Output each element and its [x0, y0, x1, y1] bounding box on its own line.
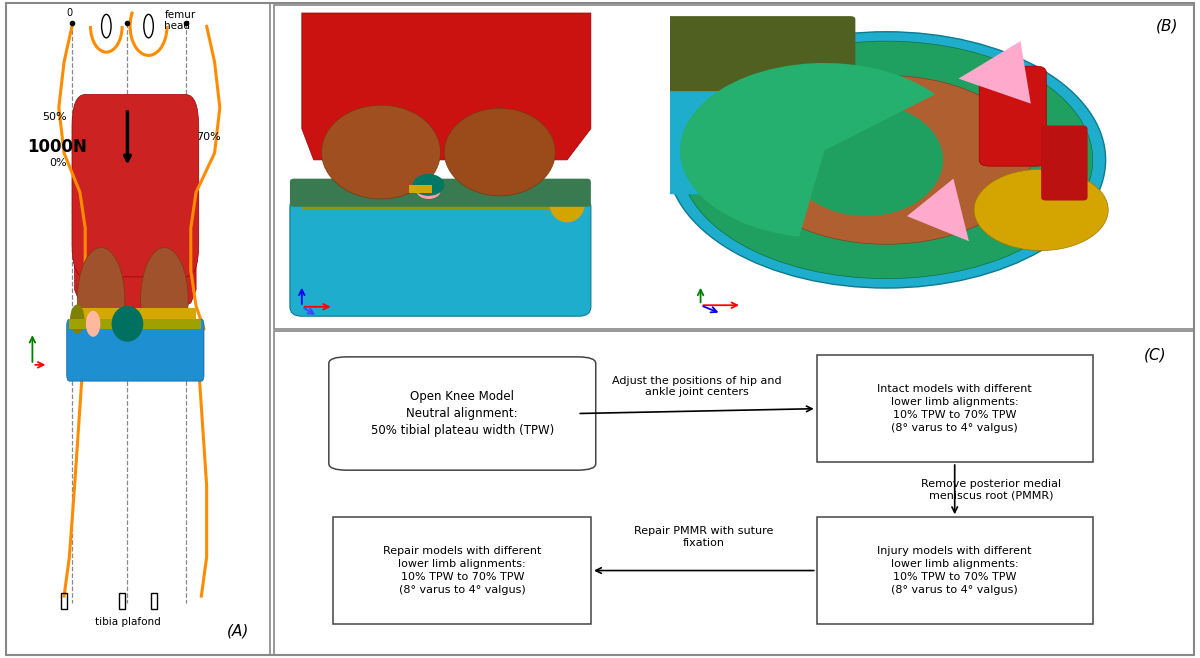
Ellipse shape [550, 185, 584, 222]
Text: 0: 0 [66, 8, 72, 18]
Ellipse shape [680, 41, 1093, 279]
Bar [409, 185, 432, 193]
FancyBboxPatch shape [665, 69, 726, 194]
Text: (B): (B) [1156, 18, 1178, 34]
Ellipse shape [444, 109, 556, 196]
Bar [274, 5, 1194, 329]
Ellipse shape [742, 76, 1031, 244]
Text: 1000N: 1000N [28, 138, 86, 155]
Ellipse shape [416, 184, 440, 199]
Ellipse shape [77, 247, 125, 352]
Text: head: head [164, 20, 191, 31]
Ellipse shape [667, 32, 1105, 288]
Wedge shape [680, 63, 935, 237]
Text: (A): (A) [227, 623, 250, 638]
Text: Adjust the positions of hip and
ankle joint centers: Adjust the positions of hip and ankle jo… [612, 376, 781, 397]
Polygon shape [74, 212, 196, 322]
Polygon shape [302, 13, 590, 160]
FancyBboxPatch shape [302, 194, 578, 210]
Text: femur: femur [164, 10, 196, 20]
FancyBboxPatch shape [665, 16, 856, 91]
Text: 50%: 50% [42, 113, 67, 122]
Ellipse shape [86, 311, 101, 337]
Text: (C): (C) [1144, 347, 1166, 362]
Bar [70, 319, 202, 329]
Ellipse shape [70, 305, 84, 334]
Polygon shape [907, 178, 968, 241]
FancyBboxPatch shape [817, 355, 1093, 462]
FancyBboxPatch shape [979, 66, 1046, 166]
Bar [74, 307, 196, 327]
Text: Remove posterior medial
meniscus root (PMMR): Remove posterior medial meniscus root (P… [922, 479, 1062, 500]
Text: 70%: 70% [196, 132, 221, 142]
Bar [61, 593, 67, 609]
FancyBboxPatch shape [67, 319, 204, 381]
FancyBboxPatch shape [817, 517, 1093, 624]
FancyBboxPatch shape [334, 517, 592, 624]
Bar [119, 593, 126, 609]
Text: Injury models with different
lower limb alignments:
10% TPW to 70% TPW
(8° varus: Injury models with different lower limb … [877, 545, 1032, 595]
Text: 0%: 0% [49, 158, 67, 168]
Ellipse shape [140, 247, 188, 352]
FancyBboxPatch shape [1042, 126, 1087, 201]
Bar [150, 593, 157, 609]
Ellipse shape [112, 306, 143, 342]
Text: Intact models with different
lower limb alignments:
10% TPW to 70% TPW
(8° varus: Intact models with different lower limb … [877, 384, 1032, 434]
Bar [6, 3, 270, 655]
Polygon shape [959, 41, 1031, 103]
FancyBboxPatch shape [72, 95, 199, 277]
Text: Open Knee Model
Neutral alignment:
50% tibial plateau width (TPW): Open Knee Model Neutral alignment: 50% t… [371, 390, 554, 437]
Text: Repair PMMR with suture
fixation: Repair PMMR with suture fixation [634, 526, 774, 548]
FancyBboxPatch shape [290, 197, 590, 316]
Ellipse shape [413, 174, 444, 196]
Ellipse shape [322, 105, 440, 199]
Ellipse shape [974, 169, 1108, 251]
Bar [274, 331, 1194, 655]
Text: Repair models with different
lower limb alignments:
10% TPW to 70% TPW
(8° varus: Repair models with different lower limb … [383, 545, 541, 595]
Text: tibia plafond: tibia plafond [95, 617, 161, 627]
FancyBboxPatch shape [329, 357, 595, 470]
FancyBboxPatch shape [290, 178, 590, 207]
Ellipse shape [788, 103, 943, 216]
